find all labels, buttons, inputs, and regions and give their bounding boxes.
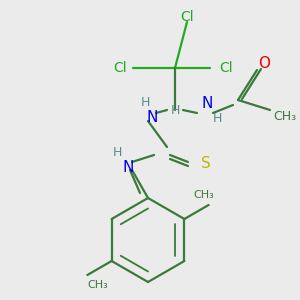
Text: Cl: Cl bbox=[180, 10, 194, 24]
Text: N: N bbox=[146, 110, 158, 125]
Text: CH₃: CH₃ bbox=[193, 190, 214, 200]
Text: H: H bbox=[140, 97, 150, 110]
Text: N: N bbox=[201, 95, 213, 110]
Text: H: H bbox=[212, 112, 222, 125]
Text: Cl: Cl bbox=[113, 61, 127, 75]
Text: S: S bbox=[201, 157, 211, 172]
Text: H: H bbox=[112, 146, 122, 158]
Text: H: H bbox=[170, 103, 180, 116]
Text: O: O bbox=[258, 56, 270, 70]
Text: N: N bbox=[122, 160, 134, 175]
Text: CH₃: CH₃ bbox=[273, 110, 297, 124]
Text: CH₃: CH₃ bbox=[87, 280, 108, 290]
Text: Cl: Cl bbox=[219, 61, 233, 75]
